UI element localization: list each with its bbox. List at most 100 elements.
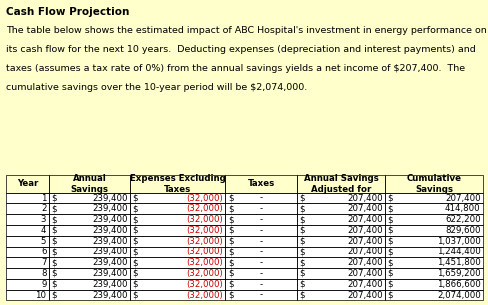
Text: 6: 6 xyxy=(41,247,46,257)
Bar xyxy=(49,268,130,279)
Text: 2: 2 xyxy=(41,204,46,213)
Bar xyxy=(6,214,49,225)
Bar xyxy=(49,214,130,225)
Text: $: $ xyxy=(299,193,305,203)
Bar xyxy=(296,279,385,290)
Bar xyxy=(6,203,49,214)
Text: 414,800: 414,800 xyxy=(444,204,480,213)
Bar xyxy=(49,225,130,236)
Bar xyxy=(49,214,130,225)
Bar xyxy=(49,236,130,246)
Text: 207,400: 207,400 xyxy=(346,193,382,203)
Bar xyxy=(296,214,385,225)
Bar xyxy=(296,193,385,203)
Bar xyxy=(49,257,130,268)
Bar xyxy=(6,246,49,257)
Text: $: $ xyxy=(299,280,305,289)
Bar xyxy=(130,203,225,214)
Text: $: $ xyxy=(132,247,138,257)
Text: (32,000): (32,000) xyxy=(186,215,223,224)
Text: (32,000): (32,000) xyxy=(186,258,223,267)
Text: 239,400: 239,400 xyxy=(92,247,127,257)
Bar xyxy=(6,268,49,279)
Bar xyxy=(296,225,385,236)
Text: 5: 5 xyxy=(41,237,46,246)
Bar xyxy=(385,246,482,257)
Bar xyxy=(296,175,385,193)
Text: 207,400: 207,400 xyxy=(346,215,382,224)
Bar xyxy=(296,236,385,246)
Bar xyxy=(130,193,225,203)
Text: $: $ xyxy=(227,215,233,224)
Bar xyxy=(6,257,49,268)
Bar xyxy=(225,236,296,246)
Bar xyxy=(6,236,49,246)
Text: $: $ xyxy=(51,226,57,235)
Bar xyxy=(385,236,482,246)
Text: 239,400: 239,400 xyxy=(92,258,127,267)
Bar xyxy=(385,225,482,236)
Bar xyxy=(130,290,225,300)
Text: Annual
Savings: Annual Savings xyxy=(70,174,108,194)
Bar xyxy=(6,290,49,300)
Text: $: $ xyxy=(132,237,138,246)
Text: (32,000): (32,000) xyxy=(186,291,223,300)
Bar xyxy=(130,268,225,279)
Text: 207,400: 207,400 xyxy=(346,269,382,278)
Bar xyxy=(6,225,49,236)
Text: $: $ xyxy=(132,291,138,300)
Bar xyxy=(385,175,482,193)
Text: 207,400: 207,400 xyxy=(346,204,382,213)
Bar xyxy=(49,246,130,257)
Text: $: $ xyxy=(387,258,392,267)
Bar xyxy=(6,246,49,257)
Text: 239,400: 239,400 xyxy=(92,237,127,246)
Bar xyxy=(225,214,296,225)
Bar xyxy=(225,214,296,225)
Text: (32,000): (32,000) xyxy=(186,280,223,289)
Bar xyxy=(6,279,49,290)
Text: 207,400: 207,400 xyxy=(346,258,382,267)
Text: Annual Savings
Adjusted for: Annual Savings Adjusted for xyxy=(303,174,378,194)
Bar xyxy=(385,175,482,193)
Bar xyxy=(385,257,482,268)
Bar xyxy=(225,193,296,203)
Bar xyxy=(385,214,482,225)
Bar xyxy=(225,246,296,257)
Bar xyxy=(296,268,385,279)
Bar xyxy=(225,203,296,214)
Text: 239,400: 239,400 xyxy=(92,193,127,203)
Bar xyxy=(385,290,482,300)
Bar xyxy=(6,225,49,236)
Text: 9: 9 xyxy=(41,280,46,289)
Text: $: $ xyxy=(299,269,305,278)
Bar xyxy=(225,268,296,279)
Bar xyxy=(385,236,482,246)
Text: 207,400: 207,400 xyxy=(346,237,382,246)
Bar xyxy=(49,175,130,193)
Bar xyxy=(130,290,225,300)
Bar xyxy=(6,175,49,193)
Text: 1,451,800: 1,451,800 xyxy=(436,258,480,267)
Text: $: $ xyxy=(227,237,233,246)
Text: $: $ xyxy=(387,269,392,278)
Text: -: - xyxy=(259,258,262,267)
Bar xyxy=(296,246,385,257)
Bar xyxy=(225,279,296,290)
Text: $: $ xyxy=(227,193,233,203)
Bar xyxy=(296,268,385,279)
Bar xyxy=(6,236,49,246)
Text: $: $ xyxy=(299,258,305,267)
Bar xyxy=(225,175,296,193)
Text: 1,659,200: 1,659,200 xyxy=(436,269,480,278)
Text: 10: 10 xyxy=(35,291,46,300)
Bar xyxy=(296,225,385,236)
Bar xyxy=(49,246,130,257)
Text: The table below shows the estimated impact of ABC Hospital's investment in energ: The table below shows the estimated impa… xyxy=(6,26,486,35)
Bar xyxy=(385,203,482,214)
Bar xyxy=(296,214,385,225)
Bar xyxy=(130,268,225,279)
Text: -: - xyxy=(259,204,262,213)
Bar xyxy=(225,225,296,236)
Bar xyxy=(6,257,49,268)
